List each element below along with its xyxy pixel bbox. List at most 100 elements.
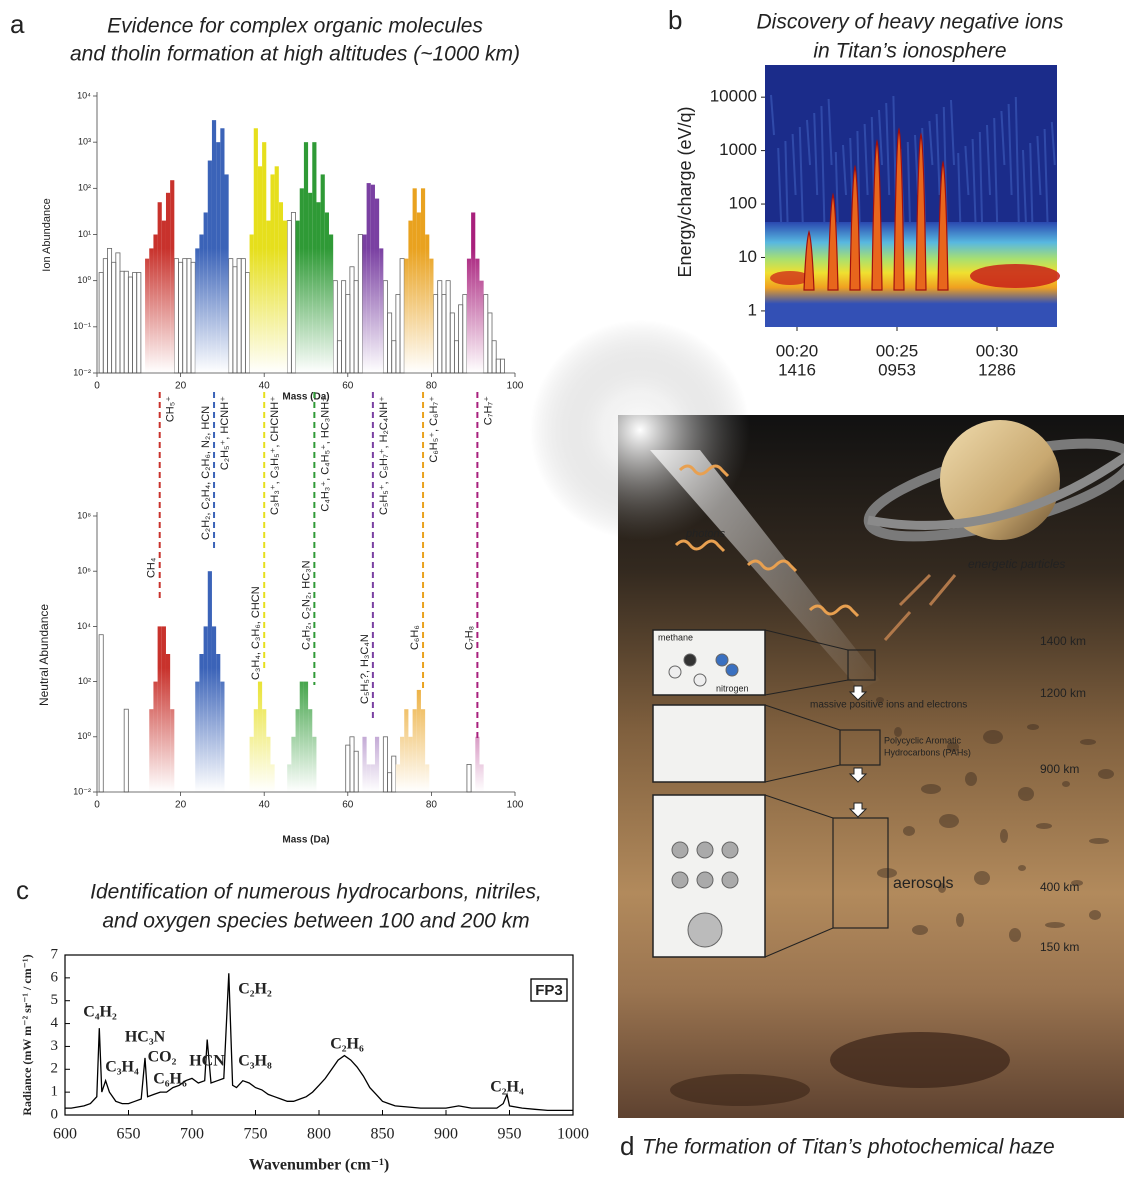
histogram-bar (257, 681, 263, 792)
histogram-bar (382, 736, 388, 793)
histogram-bar (266, 736, 271, 792)
histogram-bar (165, 654, 171, 792)
histogram-bar (499, 358, 505, 374)
histogram-bar (387, 772, 393, 793)
histogram-bar (111, 261, 117, 374)
histogram-bar (153, 681, 158, 792)
histogram-bar (195, 248, 200, 373)
histogram-bar (232, 266, 238, 374)
inset-box (652, 704, 766, 783)
noise-streak (813, 112, 819, 196)
histogram-bar (170, 709, 175, 792)
y-tick-label: 10¹ (78, 229, 91, 239)
molecule-atom (683, 653, 697, 667)
histogram-bar (400, 736, 405, 792)
ion-label: C₆H₅⁺, C₆H₇⁺ (428, 396, 440, 463)
histogram-bar (190, 261, 196, 374)
noise-streak (878, 109, 883, 166)
histogram-bar (274, 166, 279, 373)
molecule-label: CO₂ (148, 1049, 177, 1066)
histogram-bar (203, 626, 208, 792)
ion-spike (827, 192, 839, 291)
y-axis-label: Radiance (mW m⁻² sr⁻¹ / cm⁻¹) (20, 954, 34, 1115)
ion-spike (849, 164, 861, 291)
y-axis-label: Ion Abundance (41, 198, 53, 271)
surface-lake (670, 1074, 810, 1106)
particle-arrow (898, 573, 932, 607)
noise-streak (791, 133, 797, 196)
noise-streak (935, 113, 941, 196)
x-tick-label: 650 (117, 1126, 141, 1143)
noise-streak (1036, 135, 1042, 196)
histogram-bar (370, 764, 375, 792)
molecule-label: C₃H₄ (105, 1059, 139, 1076)
histogram-bar (475, 258, 480, 373)
panel-letter: c (16, 875, 29, 905)
histogram-bar (420, 709, 426, 792)
histogram-bar (253, 128, 258, 373)
y-tick-label: 10⁴ (77, 621, 91, 631)
noise-streak (1022, 149, 1027, 226)
histogram-bar (425, 234, 430, 373)
y-tick-label: 6 (51, 969, 59, 985)
histogram-bar (345, 744, 351, 793)
histogram-bar (136, 272, 142, 374)
histogram-bar (220, 681, 225, 792)
histogram-bar (303, 142, 309, 373)
histogram-bar (399, 258, 405, 374)
histogram-bar (395, 764, 401, 792)
histogram-bar (270, 174, 275, 373)
histogram-bar (178, 261, 184, 374)
x-tick-label: 60 (342, 381, 354, 392)
histogram-bar (170, 180, 175, 373)
y-tick-label: 10⁻² (73, 786, 91, 796)
haze-particle (1009, 928, 1021, 942)
caption: The formation of Titan’s photochemical h… (642, 1136, 1055, 1159)
histogram-bar (107, 247, 113, 374)
y-tick-label: 1 (51, 1084, 59, 1100)
neutral-label: C₅H₅?, H₃C₄N (359, 634, 371, 704)
x-tick-label: 00:25 (876, 341, 919, 360)
histogram-bar (145, 258, 150, 373)
chart-title: Identification of numerous hydrocarbons,… (90, 881, 542, 904)
aerosol-sphere (696, 871, 714, 889)
photon-wiggle (678, 464, 730, 478)
histogram-bar (336, 340, 342, 374)
photon-wiggle (746, 559, 798, 573)
ion-label: C₅H₅⁺, C₅H₇⁺, H₂C₄NH⁺ (378, 396, 390, 515)
noise-streak (777, 147, 783, 226)
haze-particle (876, 697, 884, 703)
histogram-bar (437, 280, 443, 374)
histogram-bar (395, 294, 401, 374)
chart-title: Discovery of heavy negative ions (757, 11, 1064, 34)
y-axis-label: Energy/charge (eV/q) (675, 106, 695, 277)
histogram-bar (253, 709, 258, 792)
y-tick-label: 10000 (710, 87, 757, 106)
aerosol-sphere (671, 841, 689, 859)
histogram-bar (207, 571, 212, 792)
histogram-bar (408, 736, 413, 792)
histogram-bar (312, 142, 317, 373)
histogram-bar (366, 183, 371, 373)
haze-particle (1045, 922, 1065, 928)
histogram-bar (445, 280, 451, 374)
haze-particle (1000, 829, 1008, 843)
histogram-bar (324, 212, 329, 373)
histogram-bar (240, 258, 246, 374)
neutral-label: C₆H₆ (409, 625, 421, 650)
histogram-bar (216, 654, 221, 792)
y-tick-label: 10³ (78, 137, 91, 147)
histogram-bar (98, 272, 104, 374)
histogram-bar (149, 248, 154, 373)
histogram-bar (404, 709, 409, 792)
aerosol-sphere (721, 871, 739, 889)
box-label: FP3 (535, 982, 563, 999)
molecule-label: C₂H₆ (330, 1036, 364, 1053)
histogram-bar (433, 294, 439, 374)
pah-label: Polycyclic Aromatic (884, 735, 962, 745)
molecule-atom (693, 673, 707, 687)
particle-arrow (928, 574, 957, 606)
histogram-bar (153, 234, 158, 373)
histogram-bar (391, 340, 397, 374)
histogram-bar (195, 681, 200, 792)
